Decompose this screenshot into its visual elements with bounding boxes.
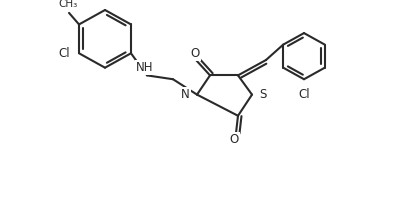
Text: Cl: Cl (298, 88, 310, 101)
Text: Cl: Cl (58, 47, 70, 60)
Text: S: S (259, 88, 266, 101)
Text: O: O (230, 133, 239, 146)
Text: NH: NH (136, 61, 154, 74)
Text: CH₃: CH₃ (58, 0, 78, 9)
Text: N: N (181, 88, 190, 101)
Text: O: O (190, 47, 199, 60)
